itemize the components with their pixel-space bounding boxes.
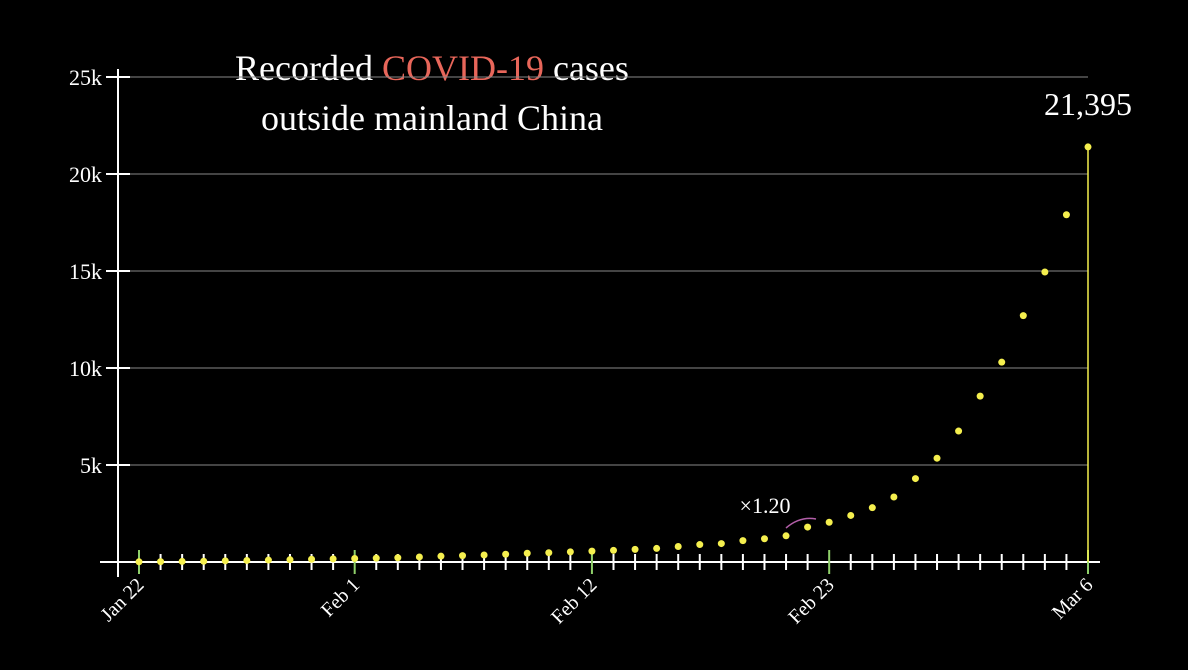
data-point [1019, 312, 1027, 320]
data-point [329, 555, 337, 563]
data-point [566, 548, 574, 556]
title-part: Recorded [235, 48, 373, 88]
data-point [890, 493, 898, 501]
data-point [1041, 268, 1049, 276]
y-tick-label: 20k [69, 162, 102, 187]
annotation: ×1.20 [740, 493, 791, 518]
data-point [653, 544, 661, 552]
data-point [933, 454, 941, 462]
data-point [868, 504, 876, 512]
data-point [804, 523, 812, 531]
data-point [588, 547, 596, 555]
data-point [394, 554, 402, 562]
data-point [825, 518, 833, 526]
chart-title: Recorded COVID-19 cases [235, 48, 629, 88]
data-point [264, 556, 272, 564]
data-point [178, 557, 186, 565]
data-point [502, 550, 510, 558]
value-label: 21,395 [1044, 86, 1132, 122]
data-point [221, 557, 229, 565]
data-point [998, 358, 1006, 366]
data-point [523, 549, 531, 557]
title-part: cases [553, 48, 629, 88]
data-point [415, 553, 423, 561]
data-point [1062, 211, 1070, 219]
data-point [286, 556, 294, 564]
data-point [782, 532, 790, 540]
chart-title-line2: outside mainland China [261, 98, 603, 138]
data-point [135, 558, 143, 566]
data-point [545, 549, 553, 557]
y-tick-label: 10k [69, 356, 102, 381]
data-point [459, 552, 467, 560]
data-point [243, 556, 251, 564]
data-point [717, 540, 725, 548]
data-point [351, 555, 359, 563]
data-point [200, 557, 208, 565]
y-tick-label: 25k [69, 65, 102, 90]
data-point [610, 546, 617, 554]
data-point [739, 537, 747, 545]
data-point [911, 475, 919, 483]
data-point [760, 535, 768, 543]
y-tick-label: 5k [80, 453, 102, 478]
data-point [157, 558, 165, 566]
data-point [437, 552, 445, 560]
data-point [847, 511, 855, 519]
data-point [696, 541, 704, 549]
data-point [308, 555, 316, 563]
y-tick-label: 15k [69, 259, 102, 284]
annotation-arrow [785, 517, 817, 529]
data-point [976, 392, 984, 400]
data-point [372, 554, 380, 562]
title-highlight: COVID-19 [382, 48, 544, 88]
data-point [631, 545, 639, 553]
data-point [480, 551, 488, 559]
data-point [1084, 143, 1092, 151]
data-point [674, 542, 682, 550]
data-point [955, 427, 963, 435]
